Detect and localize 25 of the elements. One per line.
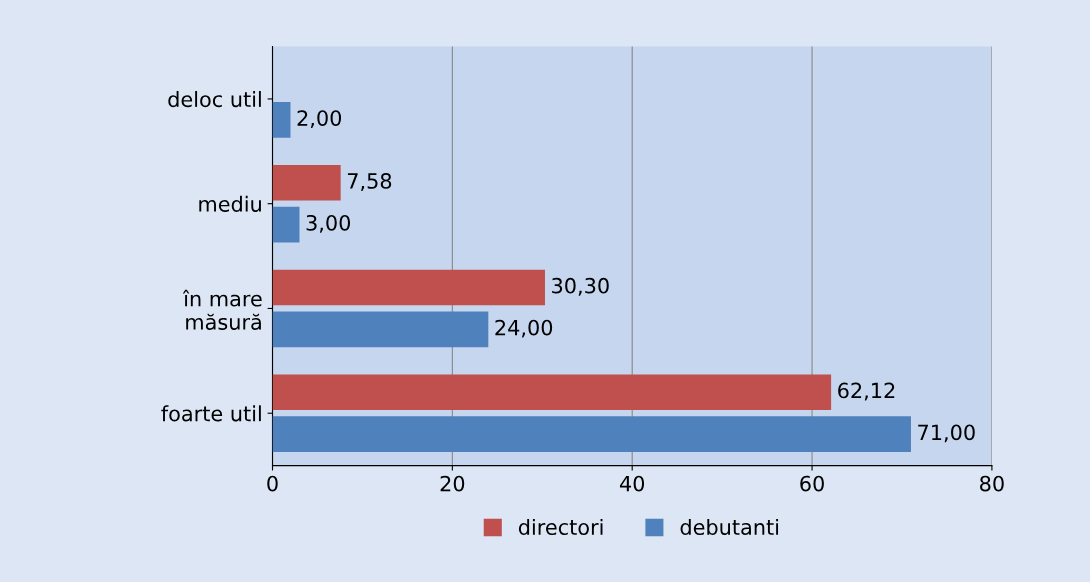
legend-label: directori	[518, 518, 603, 535]
bar	[272, 102, 291, 138]
bar	[272, 206, 300, 243]
y-tick-label: mediu	[199, 195, 261, 212]
data-label: 7,58	[347, 173, 392, 191]
bar	[272, 164, 341, 201]
bar	[272, 416, 911, 452]
x-tick-label: 60	[800, 475, 824, 492]
y-tick-label: deloc util	[168, 91, 261, 108]
data-label: 24,00	[495, 319, 553, 338]
data-label: 30,30	[552, 277, 609, 296]
y-tick-label: foarte util	[161, 405, 261, 422]
x-tick-label: 0	[267, 475, 278, 492]
x-tick-label: 20	[440, 475, 465, 492]
x-tick-label: 80	[980, 475, 1004, 492]
legend-label: debutanti	[680, 518, 779, 535]
y-tick-label: în mare măsură	[182, 289, 262, 330]
data-label: 62,12	[838, 382, 895, 401]
data-label: 71,00	[918, 424, 975, 443]
bar	[272, 374, 832, 411]
bar	[272, 311, 489, 348]
bar	[272, 269, 545, 306]
x-tick-label: 40	[619, 475, 645, 492]
data-label: 2,00	[297, 110, 342, 129]
data-label: 3,00	[306, 214, 351, 233]
